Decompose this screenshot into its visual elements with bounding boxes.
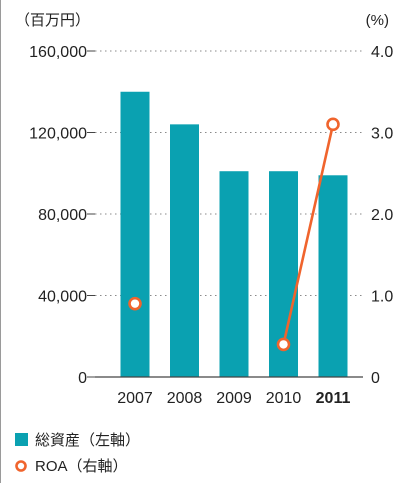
roa-point-2011 [326,117,340,132]
bar-2011 [318,175,348,377]
right-tick-label: 0 [371,370,380,387]
legend-roa-label: ROA（右軸） [35,458,128,475]
left-tick-label: 160,000 [29,44,87,61]
x-axis-ticks: 2007 2008 2009 2010 2011 [117,390,350,407]
gridlines [87,50,363,378]
roa-series [128,117,340,352]
left-tick-label: 120,000 [29,126,87,143]
bar-2007 [120,91,150,377]
bars [120,91,348,377]
x-tick-label-2009: 2009 [216,390,252,407]
legend-assets-swatch [15,433,28,446]
right-tick-label: 2.0 [371,207,393,224]
roa-point-2010 [276,337,291,352]
left-tick-label: 40,000 [38,289,87,306]
roa-point-2007 [128,296,142,311]
right-axis-ticks: 0 1.0 2.0 3.0 4.0 [371,44,393,387]
right-tick-label: 1.0 [371,289,393,306]
x-tick-label-2010: 2010 [266,390,302,407]
x-tick-label-2008: 2008 [167,390,203,407]
right-tick-label: 4.0 [371,44,393,61]
roa-line-segment [282,124,335,345]
legend-assets-label: 総資産（左軸） [35,432,140,449]
bar-2009 [219,171,249,377]
right-axis-unit: (%) [366,12,389,29]
bar-2008 [170,124,199,377]
legend-roa-marker [15,460,27,472]
x-tick-label-2011: 2011 [316,390,351,407]
right-tick-label: 3.0 [371,126,393,143]
left-axis-ticks: 0 40,000 80,000 120,000 160,000 [29,44,87,387]
legend: 総資産（左軸） ROA（右軸） [15,432,140,475]
left-tick-label: 0 [78,370,87,387]
x-tick-label-2007: 2007 [117,390,153,407]
left-tick-label: 80,000 [38,207,87,224]
left-axis-unit: （百万円） [15,12,90,29]
